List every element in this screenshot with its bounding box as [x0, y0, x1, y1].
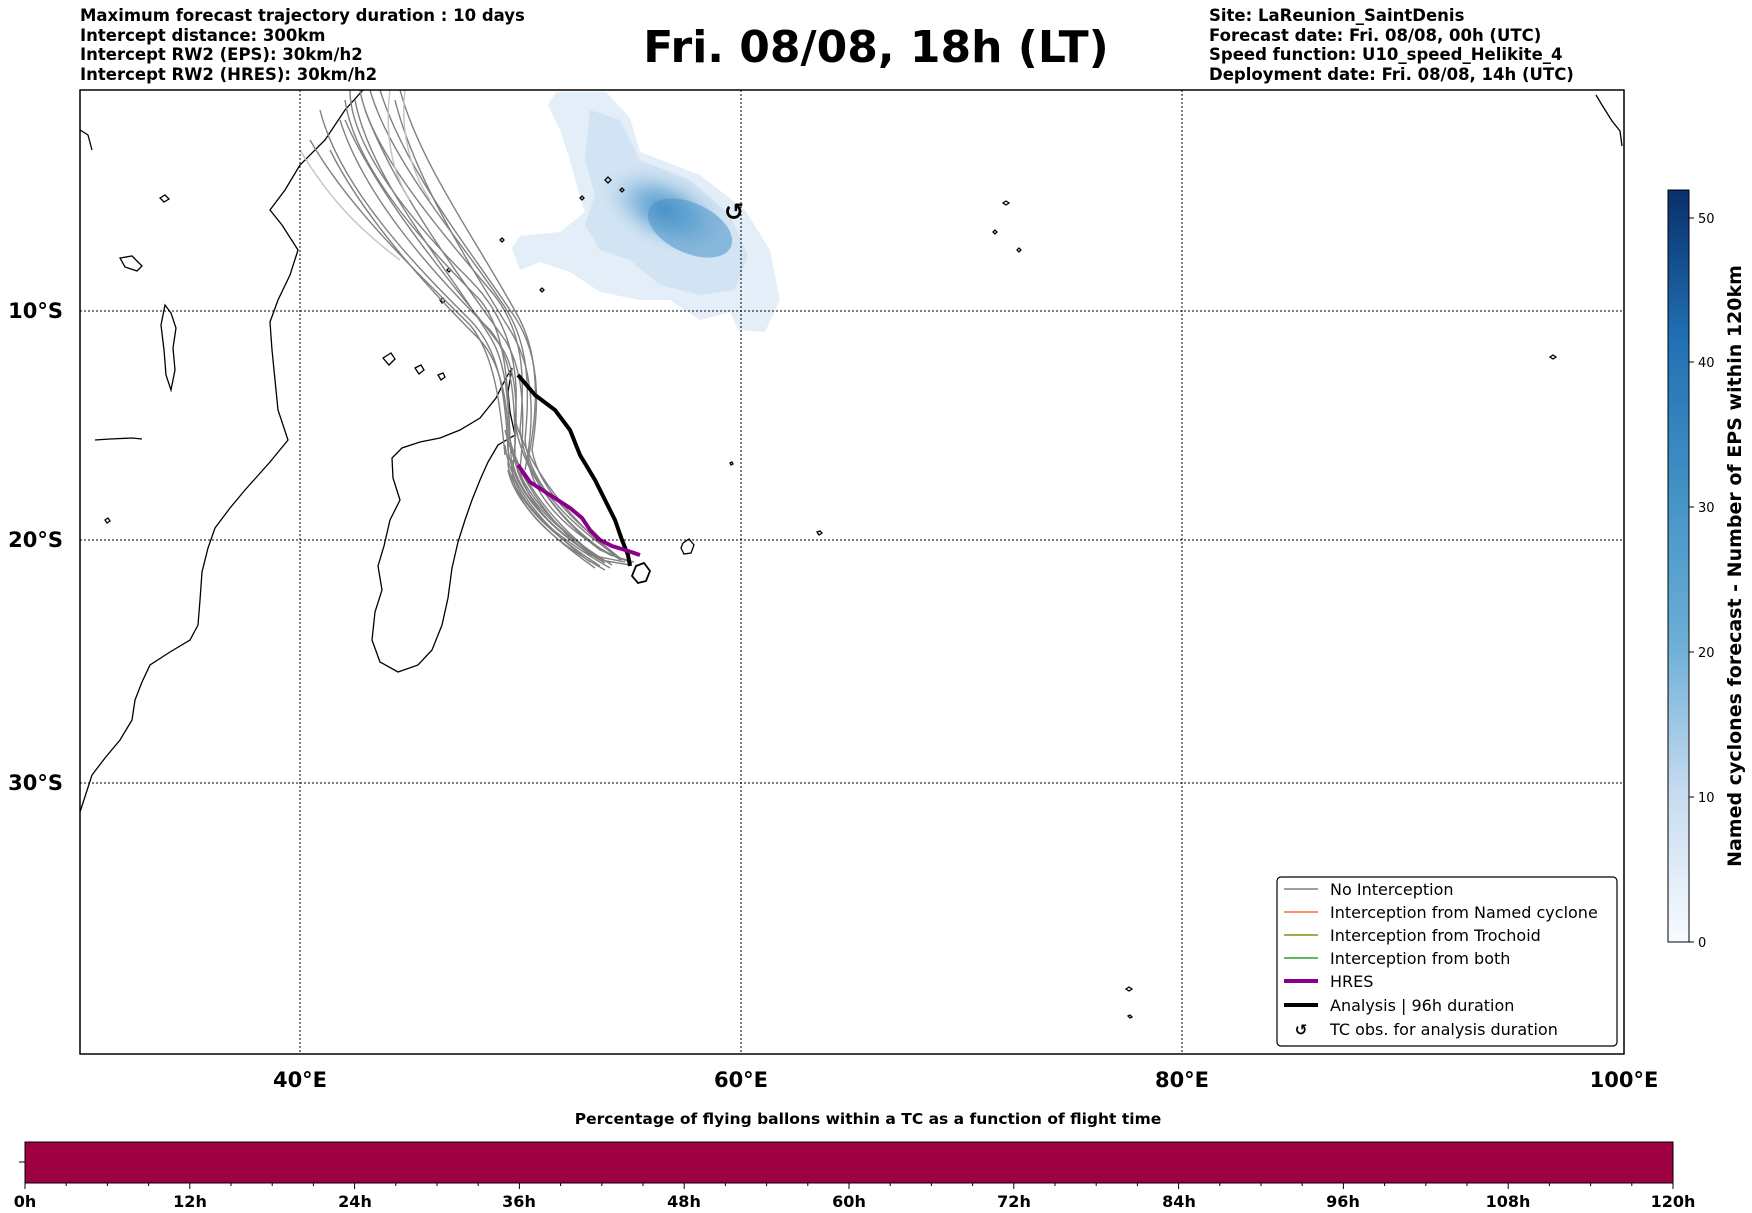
legend-box: [1276, 876, 1618, 1047]
colorbar-tick: 10: [1698, 791, 1715, 806]
lat-tick: 20°S: [8, 528, 63, 552]
page-title: Fri. 08/08, 18h (LT): [643, 22, 1109, 73]
colorbar-bottom: Percentage of flying ballons within a TC…: [14, 1110, 1696, 1211]
eps-trajectories: [309, 90, 635, 571]
colorbar-right: 0 10 20 30 40 50 Named cyclones forecast…: [1667, 189, 1746, 951]
flight-time-tick: 72h: [997, 1192, 1031, 1211]
lon-tick: 60°E: [714, 1068, 768, 1092]
lon-tick: 100°E: [1590, 1068, 1659, 1092]
flight-time-tick: 48h: [667, 1192, 701, 1211]
eps-trajectories-faded: [299, 90, 431, 261]
site-info: Site: LaReunion_SaintDenis Forecast date…: [1209, 6, 1574, 84]
param-rw2-eps: Intercept RW2 (EPS): 30km/h2: [80, 45, 363, 64]
deployment-date: Deployment date: Fri. 08/08, 14h (UTC): [1209, 64, 1574, 84]
flight-time-tick: 24h: [338, 1192, 372, 1211]
legend-label: HRES: [1330, 972, 1373, 991]
legend-label: Interception from Trochoid: [1330, 926, 1541, 945]
colorbar-tick: 30: [1698, 501, 1715, 516]
legend-label: Analysis | 96h duration: [1330, 996, 1514, 1015]
colorbar-tick: 0: [1698, 936, 1706, 951]
tc-observation-icon: ↺: [724, 198, 744, 226]
legend-label: Interception from Named cyclone: [1330, 903, 1598, 922]
param-duration: Maximum forecast trajectory duration : 1…: [80, 6, 525, 25]
analysis-track: [516, 373, 632, 567]
colorbar-tick: 50: [1698, 212, 1715, 227]
forecast-parameters: Maximum forecast trajectory duration : 1…: [80, 6, 525, 84]
lat-tick: 10°S: [8, 299, 63, 323]
flight-time-tick: 84h: [1162, 1192, 1196, 1211]
flight-time-tick: 108h: [1486, 1192, 1531, 1211]
legend-cyclone-icon: ↺: [1295, 1021, 1308, 1039]
lon-tick: 40°E: [273, 1068, 327, 1092]
map-axis-labels: 40°E 60°E 80°E 100°E 10°S 20°S 30°S: [8, 299, 1658, 1092]
param-rw2-hres: Intercept RW2 (HRES): 30km/h2: [80, 64, 378, 84]
colorbar-label: Named cyclones forecast - Number of EPS …: [1724, 265, 1746, 867]
colorbar-bottom-fill: [24, 1141, 1674, 1184]
colorbar-tick: 20: [1698, 646, 1715, 661]
flight-time-tick: 60h: [832, 1192, 866, 1211]
flight-time-tick: 12h: [173, 1192, 207, 1211]
gridlines: [80, 90, 1624, 1054]
legend-label: TC obs. for analysis duration: [1329, 1020, 1558, 1039]
flight-time-tick: 36h: [502, 1192, 536, 1211]
flight-time-tick: 0h: [14, 1192, 37, 1211]
coastlines: [80, 90, 1623, 1019]
colorbar-gradient: [1667, 189, 1690, 943]
flight-time-tick: 120h: [1651, 1192, 1696, 1211]
cyclone-density-field: [512, 92, 780, 332]
speed-function: Speed function: U10_speed_Helikite_4: [1209, 45, 1563, 64]
hres-track: [516, 463, 641, 557]
legend-label: No Interception: [1330, 880, 1454, 899]
param-intercept-distance: Intercept distance: 300km: [80, 25, 326, 45]
colorbar-bottom-title: Percentage of flying ballons within a TC…: [575, 1110, 1162, 1128]
legend-label: Interception from both: [1330, 949, 1510, 968]
flight-time-tick: 96h: [1326, 1192, 1360, 1211]
map-frame: [79, 89, 1625, 1055]
legend: No Interception Interception from Named …: [1276, 876, 1618, 1047]
forecast-date: Forecast date: Fri. 08/08, 00h (UTC): [1209, 25, 1542, 45]
site-name: Site: LaReunion_SaintDenis: [1209, 6, 1465, 25]
lon-tick: 80°E: [1155, 1068, 1209, 1092]
map-area: ↺: [80, 90, 1623, 1019]
colorbar-tick: 40: [1698, 356, 1715, 371]
lat-tick: 30°S: [8, 771, 63, 795]
